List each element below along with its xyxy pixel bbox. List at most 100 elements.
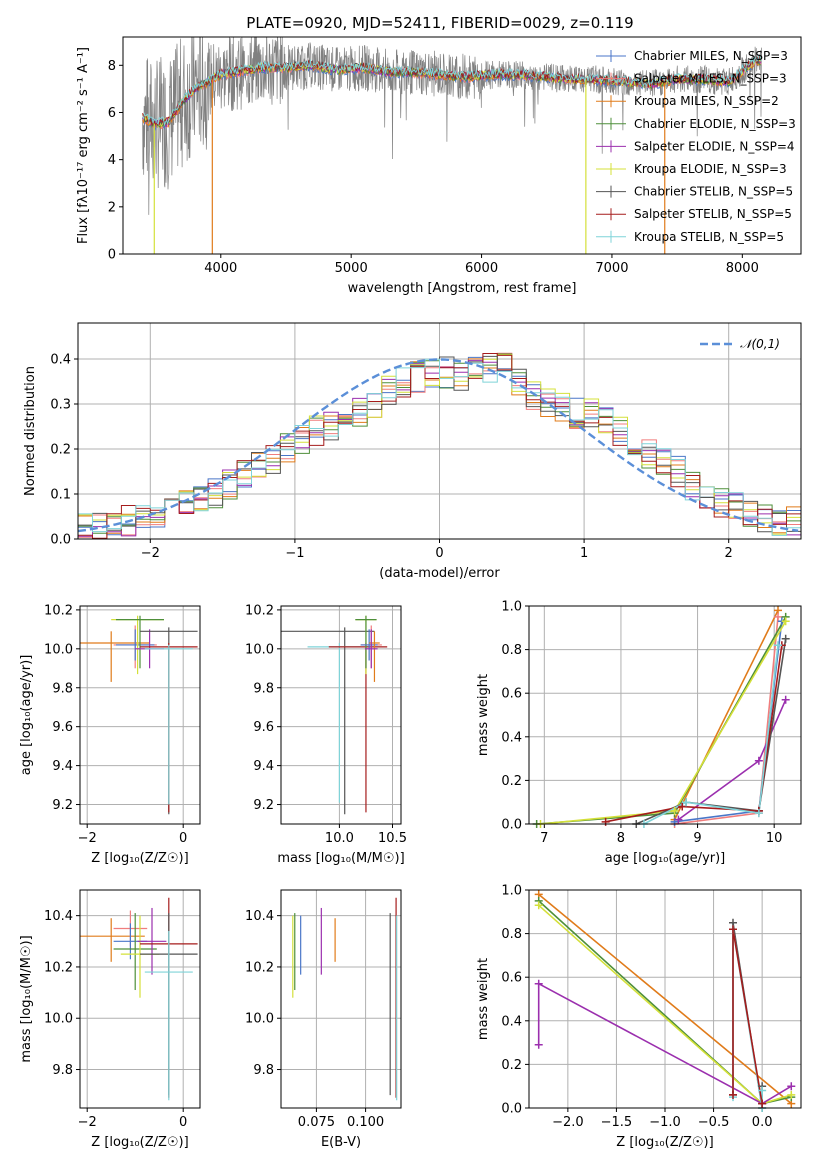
histogram-step-line: [78, 358, 801, 536]
mass-vs-ebv-plot: [292, 897, 398, 1101]
age-vs-Z-frame: [79, 605, 201, 825]
mass-weight-vs-age-series-line: [540, 620, 787, 824]
legend-label: Chabrier STELIB, N_SSP=5: [634, 185, 793, 199]
age-vs-Z-xtick-label: 0: [179, 831, 187, 846]
spectrum-ytick-label: 6: [108, 106, 116, 121]
mass-weight-vs-Z-xlabel: Z [log₁₀(Z/Z☉)]: [616, 1135, 713, 1150]
mass-weight-vs-Z-ytick-label: 0.4: [501, 1014, 522, 1029]
mass-vs-Z-xtick-label: −2: [78, 1115, 97, 1130]
residual-histogram-xtick-label: 2: [725, 546, 733, 561]
mass-weight-vs-Z-marker: [534, 901, 543, 910]
spectrum-ytick-label: 0: [108, 248, 116, 263]
age-vs-mass-ytick-label: 9.6: [253, 720, 274, 735]
mass-vs-ebv-ytick-label: 10.4: [245, 909, 274, 924]
mass-weight-vs-Z-ytick-label: 0.6: [501, 971, 522, 986]
mass-vs-Z-ytick-label: 10.2: [44, 960, 73, 975]
mass-vs-Z-ytick-label: 10.4: [44, 909, 73, 924]
spectrum-xtick-label: 4000: [204, 261, 237, 276]
residual-histogram-plot: [78, 352, 801, 539]
mass-weight-vs-Z-ytick-label: 0.2: [501, 1058, 522, 1073]
age-vs-Z-ylabel: age [log₁₀(age/yr)]: [19, 655, 34, 776]
figure-title: PLATE=0920, MJD=52411, FIBERID=0029, z=0…: [246, 14, 633, 32]
mass-weight-vs-Z-xtick-label: −1.0: [649, 1115, 681, 1130]
legend-label: Chabrier MILES, N_SSP=3: [634, 49, 788, 63]
mass-weight-vs-age-xtick-label: 9: [693, 831, 701, 846]
residual-histogram-ytick-label: 0.1: [50, 488, 71, 503]
mass-vs-Z-plot: [80, 897, 198, 1101]
spectrum-frame: [122, 36, 802, 255]
spectrum-xtick-label: 7000: [595, 261, 628, 276]
age-vs-Z-ytick-label: 10.2: [44, 603, 73, 618]
mass-weight-vs-age-marker: [781, 617, 790, 626]
mass-weight-vs-age-ytick-label: 0.8: [501, 643, 522, 658]
mass-weight-vs-age-marker: [754, 756, 763, 765]
mass-weight-vs-age-marker: [774, 641, 783, 650]
mass-weight-vs-age-plot: [536, 610, 787, 824]
mass-weight-vs-age-ytick-label: 0.2: [501, 774, 522, 789]
mass-weight-vs-age-marker: [670, 806, 679, 815]
residual-histogram-ylabel: Normed distribution: [23, 366, 38, 496]
age-vs-mass-ytick-label: 10.0: [245, 642, 274, 657]
mass-vs-ebv-ytick-label: 10.0: [245, 1012, 274, 1027]
legend-label: 𝒩(0,1): [740, 337, 780, 351]
spectrum-ylabel: Flux [fλ10⁻¹⁷ erg cm⁻² s⁻¹ A⁻¹]: [76, 47, 91, 244]
age-vs-mass-axes: 10.0 10.5 9.2 9.4 9.6 9.8 10.0 10.2 mass [log₁₀(…: [245, 603, 407, 866]
mass-weight-vs-Z-frame: [528, 889, 802, 1109]
age-vs-Z-ytick-label: 10.0: [44, 642, 73, 657]
normal-curve: [78, 358, 799, 533]
mass-weight-vs-Z-marker: [729, 925, 737, 934]
mass-weight-vs-Z-marker: [758, 1099, 767, 1108]
age-vs-Z-ytick-label: 9.6: [52, 720, 73, 735]
mass-vs-ebv-frame: [280, 889, 402, 1109]
mass-weight-vs-age-ylabel: mass weight: [476, 674, 491, 756]
mass-weight-vs-Z-xtick-label: 0.0: [752, 1115, 773, 1130]
legend-label: Kroupa STELIB, N_SSP=5: [634, 230, 784, 244]
mass-weight-vs-age-ytick-label: 0.6: [501, 687, 522, 702]
age-vs-Z-axes: −2 0 9.2 9.4 9.6 9.8 10.0 10.2 Z [log₁₀(Z/Z☉)] ag…: [19, 603, 200, 866]
mass-vs-ebv-xlabel: E(B-V): [321, 1135, 361, 1150]
mass-weight-vs-age-xtick-label: 10: [766, 831, 783, 846]
mass-weight-vs-age-frame: [528, 605, 802, 825]
age-vs-Z-ytick-label: 9.4: [52, 759, 73, 774]
residual-histogram-ytick-label: 0.4: [50, 353, 71, 368]
mass-weight-vs-age-xtick-label: 7: [540, 831, 548, 846]
mass-weight-vs-Z-series-line: [732, 929, 763, 1104]
age-vs-mass-ytick-label: 9.8: [253, 681, 274, 696]
mass-weight-vs-age-series-line: [536, 616, 787, 824]
age-vs-mass-frame: [280, 605, 402, 825]
mass-weight-vs-Z-xtick-label: −2.0: [552, 1115, 584, 1130]
spectrum-xtick-label: 6000: [465, 261, 498, 276]
mass-vs-Z-xtick-label: 0: [179, 1115, 187, 1130]
spectrum-xtick-label: 8000: [726, 261, 759, 276]
residual-histogram-xtick-label: −2: [141, 546, 160, 561]
age-vs-mass-ytick-label: 10.2: [245, 603, 274, 618]
legend-label: Salpeter ELODIE, N_SSP=4: [634, 139, 795, 153]
mass-weight-vs-age-ytick-label: 0.4: [501, 730, 522, 745]
spectrum-plot: [142, 37, 763, 254]
mass-weight-vs-Z-series-line: [537, 982, 792, 1105]
mass-weight-vs-Z-ylabel: mass weight: [476, 958, 491, 1040]
legend-label: Kroupa MILES, N_SSP=2: [634, 94, 779, 108]
age-vs-Z-plot: [80, 615, 198, 815]
residual-histogram-ytick-label: 0.2: [50, 443, 71, 458]
legend-label: Salpeter STELIB, N_SSP=5: [634, 207, 792, 221]
mass-vs-Z-axes: −2 0 9.8 10.0 10.2 10.4 Z [log₁₀(Z/Z☉)] mass [l…: [19, 890, 200, 1150]
mass-weight-vs-age-series-line: [635, 638, 787, 824]
mass-weight-vs-age-axes: 7 8 9 10 0.0 0.2 0.4 0.6 0.8 1.0 age [log₁₀(age/yr…: [476, 600, 801, 866]
mass-vs-ebv-xtick-label: 0.075: [298, 1115, 335, 1130]
mass-weight-vs-Z-marker: [787, 1082, 796, 1091]
mass-weight-vs-age-marker: [682, 798, 691, 807]
residual-histogram-xtick-label: 0: [435, 546, 443, 561]
mass-weight-vs-Z-marker: [758, 1086, 767, 1095]
mass-weight-vs-Z-marker: [729, 1090, 737, 1099]
age-vs-Z-xtick-label: −2: [78, 831, 97, 846]
mass-weight-vs-age-xlabel: age [log₁₀(age/yr)]: [605, 851, 726, 866]
age-vs-Z-ytick-label: 9.8: [52, 681, 73, 696]
spectrum-axes: 4000 5000 6000 7000 8000 0 2 4 6 8 wavelength [Ang…: [76, 47, 759, 296]
mass-vs-ebv-xtick-label: 0.100: [347, 1115, 384, 1130]
mass-weight-vs-Z-series-line: [538, 893, 792, 1105]
legend-label: Chabrier ELODIE, N_SSP=3: [634, 117, 796, 131]
mass-weight-vs-Z-axes: −2.0 −1.5 −1.0 −0.5 0.0 0.0 0.2 0.4 0.6 0.8 1.0 Z […: [476, 884, 801, 1150]
mass-weight-vs-age-marker: [774, 612, 783, 621]
